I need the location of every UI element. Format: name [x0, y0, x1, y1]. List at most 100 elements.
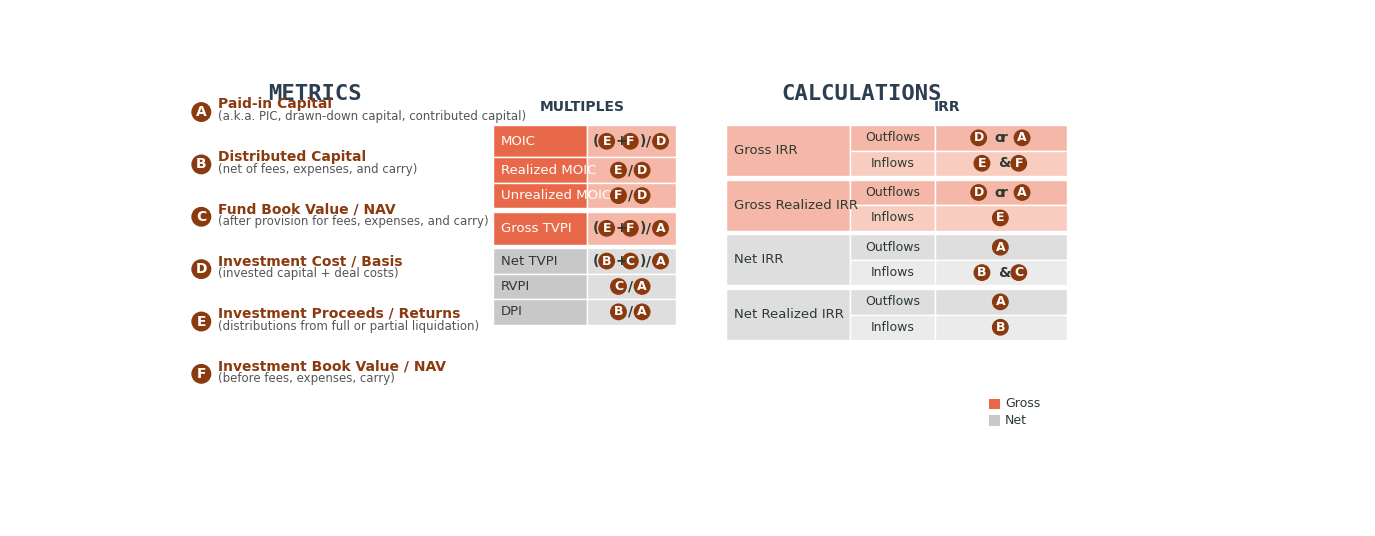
- Text: A: A: [1018, 186, 1027, 199]
- Text: RVPI: RVPI: [502, 280, 531, 293]
- Text: (after provision for fees, expenses, and carry): (after provision for fees, expenses, and…: [219, 215, 490, 228]
- Text: Outflows: Outflows: [865, 295, 920, 308]
- FancyBboxPatch shape: [850, 205, 935, 230]
- FancyBboxPatch shape: [587, 299, 675, 325]
- FancyBboxPatch shape: [935, 205, 1067, 230]
- Text: (: (: [593, 135, 598, 148]
- Text: /: /: [628, 163, 632, 177]
- Text: Inflows: Inflows: [870, 266, 914, 279]
- Circle shape: [634, 188, 650, 203]
- Text: Inflows: Inflows: [870, 321, 914, 334]
- Text: B: B: [197, 158, 206, 172]
- Text: r: r: [1001, 131, 1008, 145]
- FancyBboxPatch shape: [494, 212, 587, 244]
- Text: Investment Book Value / NAV: Investment Book Value / NAV: [219, 359, 447, 373]
- Text: F: F: [197, 367, 206, 381]
- Circle shape: [1015, 185, 1030, 200]
- Text: Outflows: Outflows: [865, 241, 920, 254]
- Circle shape: [193, 207, 210, 226]
- Circle shape: [971, 130, 986, 146]
- Text: E: E: [197, 315, 206, 329]
- Text: Net TVPI: Net TVPI: [502, 255, 558, 267]
- FancyBboxPatch shape: [850, 289, 935, 315]
- Circle shape: [653, 221, 668, 236]
- FancyBboxPatch shape: [494, 299, 587, 325]
- Text: +: +: [616, 135, 627, 148]
- Text: Paid-in Capital: Paid-in Capital: [219, 98, 333, 111]
- Circle shape: [610, 188, 626, 203]
- Text: A: A: [996, 295, 1005, 308]
- Circle shape: [193, 364, 210, 383]
- FancyBboxPatch shape: [494, 248, 587, 274]
- Text: B: B: [996, 321, 1005, 334]
- FancyBboxPatch shape: [494, 274, 587, 299]
- Circle shape: [1011, 155, 1027, 171]
- FancyBboxPatch shape: [494, 183, 587, 209]
- Circle shape: [653, 133, 668, 149]
- Text: /: /: [646, 254, 652, 268]
- Text: C: C: [613, 280, 623, 293]
- Text: Gross Realized IRR: Gross Realized IRR: [734, 199, 858, 212]
- FancyBboxPatch shape: [587, 212, 675, 244]
- Text: E: E: [602, 135, 610, 148]
- Text: MULTIPLES: MULTIPLES: [540, 100, 626, 114]
- Circle shape: [975, 265, 990, 280]
- Text: F: F: [626, 222, 634, 235]
- Circle shape: [623, 254, 638, 269]
- Text: (invested capital + deal costs): (invested capital + deal costs): [219, 267, 399, 280]
- FancyBboxPatch shape: [935, 315, 1067, 340]
- Circle shape: [623, 133, 638, 149]
- FancyBboxPatch shape: [587, 125, 675, 158]
- Circle shape: [193, 103, 210, 121]
- FancyBboxPatch shape: [494, 125, 587, 158]
- FancyBboxPatch shape: [935, 180, 1067, 205]
- Text: F: F: [615, 189, 623, 202]
- Text: C: C: [626, 255, 635, 267]
- Text: E: E: [996, 211, 1005, 225]
- FancyBboxPatch shape: [935, 151, 1067, 176]
- Text: A: A: [637, 306, 646, 318]
- Text: ): ): [639, 135, 646, 148]
- Circle shape: [993, 240, 1008, 255]
- Circle shape: [193, 260, 210, 278]
- Text: (net of fees, expenses, and carry): (net of fees, expenses, and carry): [219, 162, 418, 176]
- Text: C: C: [197, 210, 206, 224]
- Text: ): ): [639, 254, 646, 268]
- Text: Inflows: Inflows: [870, 157, 914, 170]
- FancyBboxPatch shape: [494, 158, 587, 183]
- Text: A: A: [656, 222, 666, 235]
- Text: +: +: [616, 254, 627, 268]
- Text: Gross: Gross: [1005, 397, 1041, 411]
- Circle shape: [634, 279, 650, 294]
- FancyBboxPatch shape: [587, 183, 675, 209]
- Text: /: /: [628, 279, 632, 294]
- Text: /: /: [646, 135, 652, 148]
- Text: (a.k.a. PIC, drawn-down capital, contributed capital): (a.k.a. PIC, drawn-down capital, contrib…: [219, 110, 527, 123]
- FancyBboxPatch shape: [935, 260, 1067, 285]
- Text: D: D: [637, 189, 648, 202]
- Text: F: F: [1015, 157, 1023, 170]
- Text: Gross TVPI: Gross TVPI: [502, 222, 572, 235]
- Text: ): ): [639, 221, 646, 235]
- Circle shape: [975, 155, 990, 171]
- FancyBboxPatch shape: [850, 125, 935, 151]
- Text: (before fees, expenses, carry): (before fees, expenses, carry): [219, 372, 395, 385]
- Text: DPI: DPI: [502, 306, 522, 318]
- Circle shape: [600, 133, 615, 149]
- Text: Net IRR: Net IRR: [734, 254, 784, 266]
- FancyBboxPatch shape: [587, 274, 675, 299]
- Circle shape: [653, 254, 668, 269]
- Text: E: E: [978, 157, 986, 170]
- Text: Distributed Capital: Distributed Capital: [219, 150, 367, 163]
- Circle shape: [610, 162, 626, 178]
- Text: D: D: [637, 163, 648, 177]
- Circle shape: [623, 221, 638, 236]
- FancyBboxPatch shape: [990, 398, 1001, 410]
- FancyBboxPatch shape: [850, 180, 935, 205]
- Text: /: /: [628, 189, 632, 203]
- Text: +: +: [616, 221, 627, 235]
- FancyBboxPatch shape: [935, 289, 1067, 315]
- Text: Inflows: Inflows: [870, 211, 914, 225]
- Text: Outflows: Outflows: [865, 186, 920, 199]
- Circle shape: [993, 319, 1008, 335]
